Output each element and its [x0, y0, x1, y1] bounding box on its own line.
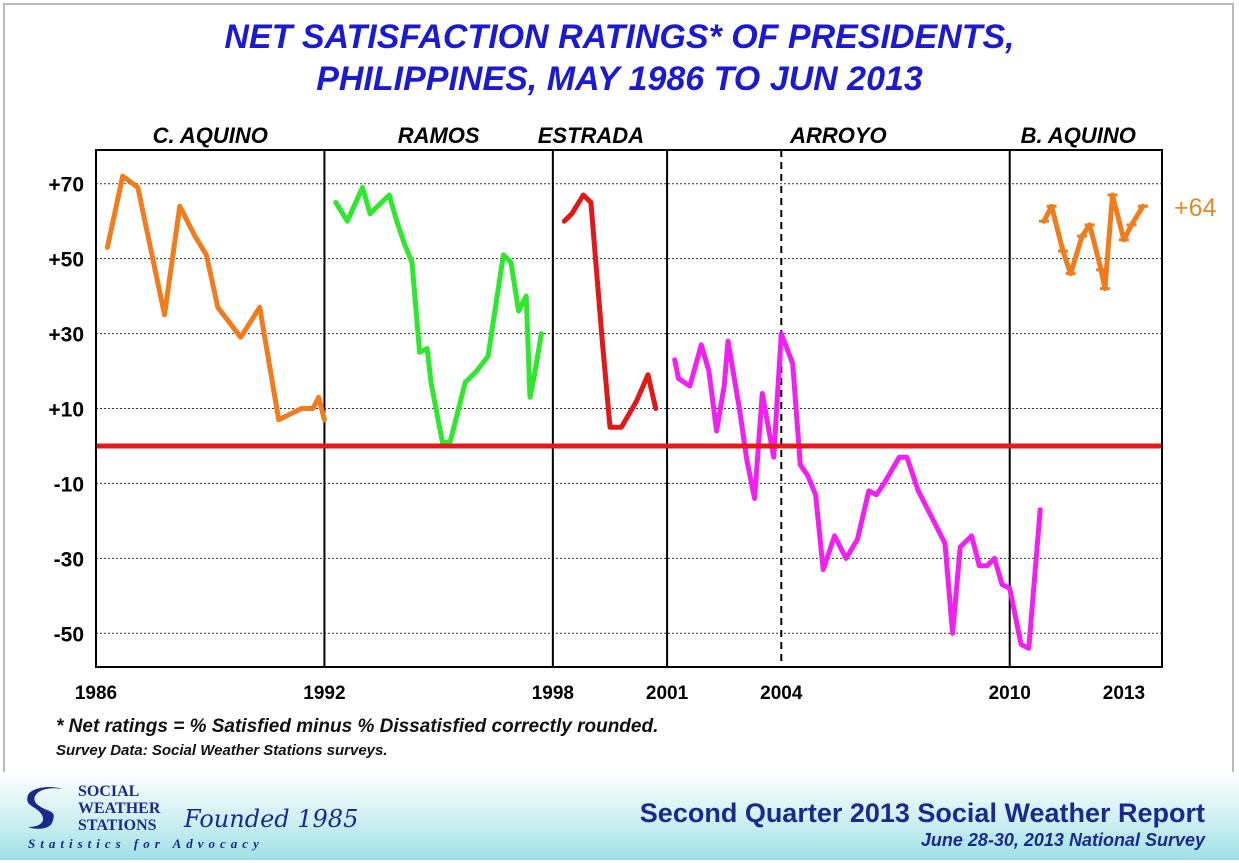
president-label-1: RAMOS [398, 123, 480, 148]
president-label-3: ARROYO [789, 123, 887, 148]
president-label-4: B. AQUINO [1021, 123, 1136, 148]
x-tick-label-1: 1992 [303, 683, 345, 704]
series-line-1 [333, 185, 544, 445]
chart-title-line1: NET SATISFACTION RATINGS* OF PRESIDENTS, [224, 18, 1015, 56]
footnote-survey-data: Survey Data: Social Weather Stations sur… [56, 742, 388, 759]
president-label-0: C. AQUINO [153, 123, 268, 148]
net-satisfaction-chart: +70 +50 +30 +10 -10 -30 -50 1986 1992 1998 2001 200… [48, 123, 1217, 704]
y-tick-label-0: +70 [48, 174, 84, 197]
x-tick-label-5: 2010 [989, 683, 1031, 704]
series-line-4 [1041, 192, 1146, 292]
y-tick-label-5: -30 [54, 548, 84, 571]
logo-line-stations: STATIONS [78, 817, 157, 834]
president-label-2: ESTRADA [538, 123, 644, 148]
report-banner [0, 772, 1239, 860]
x-tick-label-2: 1998 [532, 683, 574, 704]
logo-founded: Founded 1985 [184, 805, 359, 833]
x-tick-label-3: 2001 [646, 683, 689, 704]
y-tick-label-1: +50 [48, 249, 84, 272]
logo-tagline: Statistics for Advocacy [28, 836, 264, 851]
x-tick-label-0: 1986 [75, 683, 117, 704]
survey-date: June 28-30, 2013 National Survey [920, 830, 1205, 850]
x-tick-label-4: 2004 [760, 683, 803, 704]
x-tick-label-6: 2013 [1103, 683, 1145, 704]
last-value-label: +64 [1174, 194, 1217, 222]
sws-swirl-logo-icon [27, 787, 62, 829]
y-tick-label-2: +30 [48, 324, 84, 347]
y-tick-label-3: +10 [48, 399, 84, 422]
logo-line-weather: WEATHER [78, 800, 161, 817]
series-line-0 [104, 173, 327, 423]
y-tick-label-4: -10 [54, 473, 84, 496]
y-tick-label-6: -50 [54, 623, 84, 646]
series-line-2 [561, 192, 659, 430]
footnote-net-ratings: * Net ratings = % Satisfied minus % Diss… [56, 716, 659, 737]
report-title: Second Quarter 2013 Social Weather Repor… [639, 798, 1205, 828]
logo-line-social: SOCIAL [78, 783, 140, 800]
series-line-3 [672, 331, 1043, 651]
plot-border [95, 149, 1163, 668]
chart-title-line2: PHILIPPINES, MAY 1986 TO JUN 2013 [316, 60, 923, 98]
